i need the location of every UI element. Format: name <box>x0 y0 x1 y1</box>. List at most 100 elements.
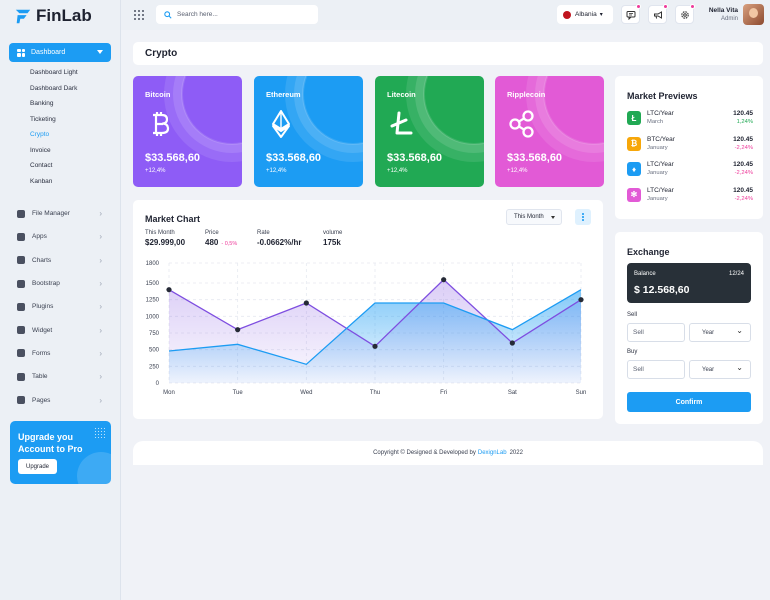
footer-text: Copyright © Designed & Developed by <box>373 450 476 456</box>
sidebar-item-file-manager[interactable]: File Manager › <box>17 202 107 225</box>
market-preview-row[interactable]: ✻ LTC/Year January 120.45 -2,24% <box>627 186 753 206</box>
announcements-button[interactable] <box>648 4 668 24</box>
market-previews-card: Market Previews Ł LTC/Year March 120.45 1,24… <box>615 76 763 219</box>
megaphone-icon <box>653 10 662 19</box>
market-preview-row[interactable]: Ł LTC/Year March 120.45 1,24% <box>627 109 753 129</box>
stat-delta: - 0,5% <box>221 241 238 247</box>
market-previews-title: Market Previews <box>627 91 698 101</box>
submenu-item-banking[interactable]: Banking <box>30 100 54 107</box>
search-icon <box>164 10 172 19</box>
preview-pair: LTC/Year <box>647 186 674 194</box>
preview-change: -2,24% <box>734 144 753 151</box>
confirm-button[interactable]: Confirm <box>627 392 751 412</box>
x-tick-label: Wed <box>300 390 312 396</box>
settings-button[interactable] <box>675 4 695 24</box>
submenu-item-ticketing[interactable]: Ticketing <box>30 115 56 123</box>
sidebar-item-table[interactable]: Table › <box>17 365 107 388</box>
sidebar-item-label: File Manager <box>32 210 70 218</box>
submenu-item-dashboard-light[interactable]: Dashboard Light <box>30 69 78 76</box>
more-options-button[interactable] <box>575 209 591 225</box>
user-info[interactable]: Nella Vita Admin <box>704 7 738 22</box>
page-title: Crypto <box>133 42 763 65</box>
bitcoin-icon: ₿ <box>627 136 641 151</box>
buy-period-select[interactable]: Year <box>689 360 751 379</box>
market-chart-title: Market Chart <box>145 214 201 224</box>
coin-card-litecoin[interactable]: Litecoin $33.568,60 +12,4% <box>375 76 484 187</box>
sell-input[interactable]: Sell <box>627 323 685 342</box>
coin-card-ripple[interactable]: Ripplecoin $33.568,60 +12,4% <box>495 76 604 187</box>
sidebar-item-forms[interactable]: Forms › <box>17 342 107 365</box>
stat-rate: Rate -0.0662%/hr <box>257 230 301 247</box>
x-tick-label: Mon <box>163 390 175 396</box>
sidebar-item-widget[interactable]: Widget › <box>17 318 107 341</box>
chevron-right-icon: › <box>99 232 102 242</box>
coin-name: Bitcoin <box>145 90 171 99</box>
data-point <box>372 343 378 349</box>
coin-change: +12,4% <box>266 168 287 174</box>
sidebar-item-label: Forms <box>32 349 51 357</box>
avatar[interactable] <box>743 4 764 25</box>
footer: Copyright © Designed & Developed by Dexi… <box>133 441 763 465</box>
chevron-right-icon: › <box>99 209 102 219</box>
preview-value: 120.45 <box>733 135 753 143</box>
sell-period-select[interactable]: Year <box>689 323 751 342</box>
search-input[interactable] <box>177 11 307 18</box>
stat-value: -0.0662%/hr <box>257 238 302 247</box>
sidebar-item-label: Widget <box>32 326 53 334</box>
range-select[interactable]: This Month <box>506 209 562 225</box>
sidebar-item-label: Apps <box>32 233 47 241</box>
sidebar-item-label: Dashboard <box>31 49 66 56</box>
apps-grid-icon[interactable] <box>133 9 145 21</box>
buy-input[interactable]: Sell <box>627 360 685 379</box>
chevron-right-icon: › <box>99 325 102 335</box>
x-tick-label: Sun <box>576 390 587 396</box>
user-role: Admin <box>720 16 738 22</box>
sidebar-item-label: Bootstrap <box>32 280 60 288</box>
search-box[interactable] <box>156 5 318 24</box>
dashboard-icon <box>17 48 25 57</box>
preview-value: 120.45 <box>733 186 753 194</box>
data-point <box>578 297 584 303</box>
folder-icon <box>17 209 25 218</box>
preview-period: March <box>647 119 664 125</box>
submenu-item-crypto[interactable]: Crypto <box>30 131 50 138</box>
coin-price: $33.568,60 <box>507 152 563 164</box>
x-tick-label: Sat <box>508 390 517 396</box>
submenu-item-invoice[interactable]: Invoice <box>30 146 51 154</box>
coin-change: +12,4% <box>387 168 408 174</box>
sidebar-item-pages[interactable]: Pages › <box>17 388 107 411</box>
preview-change: 1,24% <box>736 119 753 125</box>
upgrade-button[interactable]: Upgrade <box>18 459 57 474</box>
market-preview-row[interactable]: ₿ BTC/Year January 120.45 -2,24% <box>627 135 753 155</box>
preview-value: 120.45 <box>733 110 753 117</box>
sidebar-item-bootstrap[interactable]: Bootstrap › <box>17 272 107 295</box>
y-tick-label: 500 <box>149 348 160 354</box>
data-point <box>509 340 515 346</box>
messages-button[interactable] <box>621 4 641 24</box>
notification-dot <box>690 4 695 9</box>
preview-change: -2,24% <box>734 195 753 202</box>
country-selector[interactable]: Albania ▾ <box>557 5 613 24</box>
balance-date: 12/24 <box>728 271 744 277</box>
x-tick-label: Tue <box>233 390 244 396</box>
sidebar-item-apps[interactable]: Apps › <box>17 225 107 248</box>
coin-card-ethereum[interactable]: Ethereum $33.568,60 +12,4% <box>254 76 363 187</box>
data-point <box>303 300 309 306</box>
notification-dot <box>663 4 668 9</box>
table-icon <box>17 372 25 381</box>
footer-link[interactable]: DexignLab <box>477 450 507 456</box>
coin-price: $33.568,60 <box>266 152 322 164</box>
sidebar-item-charts[interactable]: Charts › <box>17 249 107 272</box>
preview-pair: LTC/Year <box>647 110 674 117</box>
sidebar-item-plugins[interactable]: Plugins › <box>17 295 107 318</box>
chevron-right-icon: › <box>99 279 102 289</box>
submenu-item-contact[interactable]: Contact <box>30 162 53 169</box>
submenu-item-kanban[interactable]: Kanban <box>30 177 53 185</box>
chart-icon <box>17 256 25 265</box>
coin-card-bitcoin[interactable]: Bitcoin $33.568,60 +12,4% <box>133 76 242 187</box>
sidebar-item-dashboard[interactable]: Dashboard <box>9 43 111 62</box>
market-preview-row[interactable]: ♦ LTC/Year January 120.45 -2,24% <box>627 160 753 180</box>
app-logo[interactable]: FinLab <box>14 6 92 26</box>
submenu-item-dashboard-dark[interactable]: Dashboard Dark <box>30 84 78 92</box>
ethereum-icon: ♦ <box>627 162 641 176</box>
